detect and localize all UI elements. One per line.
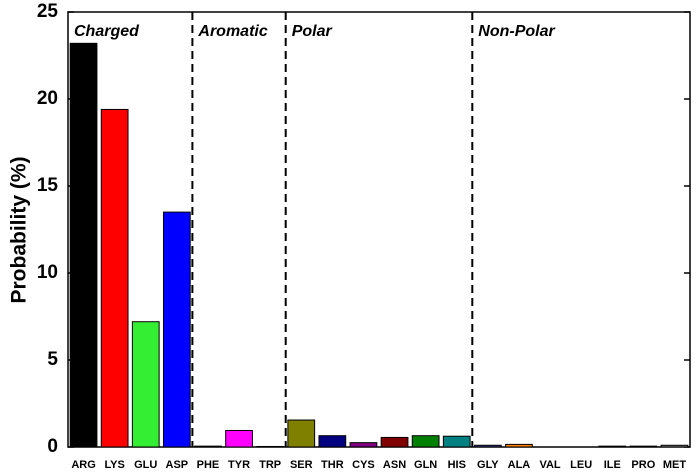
x-tick-label: MET (663, 459, 687, 471)
bar (256, 445, 285, 448)
x-tick-label: THR (321, 459, 344, 471)
x-tick-label: TRP (259, 459, 281, 471)
x-tick-label: TYR (228, 459, 250, 471)
x-tick-label: HIS (448, 459, 466, 471)
y-tick-label: 20 (37, 88, 58, 109)
bar (629, 445, 658, 448)
group-label: Non-Polar (478, 23, 555, 40)
bar (287, 419, 316, 448)
bar (69, 42, 98, 448)
x-tick-label: CYS (352, 459, 375, 471)
x-tick-label: GLY (477, 459, 499, 471)
bar (411, 435, 440, 448)
x-tick-label: LEU (570, 459, 592, 471)
bar (318, 435, 347, 448)
bar (380, 436, 409, 448)
y-tick-label: 25 (37, 1, 59, 22)
x-tick-label: LYS (104, 459, 124, 471)
bar (505, 443, 533, 448)
bar (100, 108, 129, 448)
bar (225, 429, 253, 448)
x-tick-label: ALA (508, 459, 531, 471)
group-label: Polar (292, 23, 333, 40)
plot-frame (67, 11, 691, 448)
x-tick-label: GLU (134, 459, 157, 471)
bar (194, 445, 222, 448)
y-tick-label: 0 (47, 436, 58, 457)
group-label: Aromatic (197, 23, 267, 40)
y-tick-label: 5 (47, 349, 58, 370)
x-tick-label: VAL (539, 459, 560, 471)
x-tick-label: ASN (383, 459, 406, 471)
bar (162, 211, 191, 448)
x-tick-label: GLN (414, 459, 437, 471)
bar (473, 444, 502, 448)
x-tick-label: PRO (631, 459, 655, 471)
x-tick-label: ASP (166, 459, 189, 471)
y-tick-label: 15 (37, 175, 59, 196)
x-tick-label: SER (290, 459, 313, 471)
y-axis-label: Probability (%) (8, 156, 31, 303)
x-tick-label: PHE (197, 459, 220, 471)
bar (131, 321, 160, 448)
x-tick-label: ARG (71, 459, 95, 471)
bar (442, 435, 471, 448)
bar (660, 444, 689, 448)
y-tick-label: 10 (37, 262, 58, 283)
group-label: Charged (74, 23, 140, 40)
x-tick-label: ILE (604, 459, 621, 471)
bar (349, 442, 378, 448)
bar (598, 445, 627, 448)
